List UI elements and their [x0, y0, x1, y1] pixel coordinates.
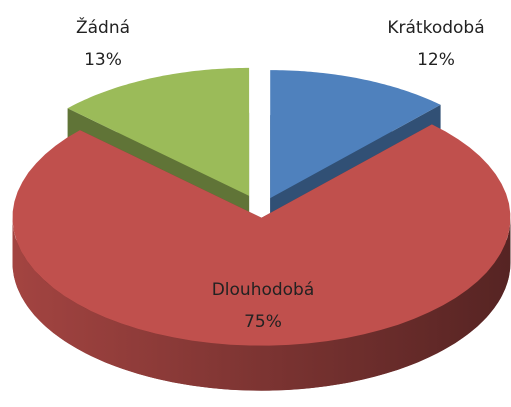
slice-side	[12, 217, 511, 391]
slice-value-label: 13%	[84, 50, 122, 70]
slice	[12, 124, 511, 391]
slice-top	[12, 124, 511, 346]
slice-value-label: 75%	[244, 312, 282, 332]
slice-label: Žádná	[76, 16, 130, 38]
slice-label: Dlouhodobá	[212, 280, 315, 300]
slice-value-label: 12%	[417, 50, 455, 70]
slice-top	[67, 67, 250, 196]
slice-label: Krátkodobá	[387, 18, 484, 38]
slice-top	[270, 70, 441, 199]
